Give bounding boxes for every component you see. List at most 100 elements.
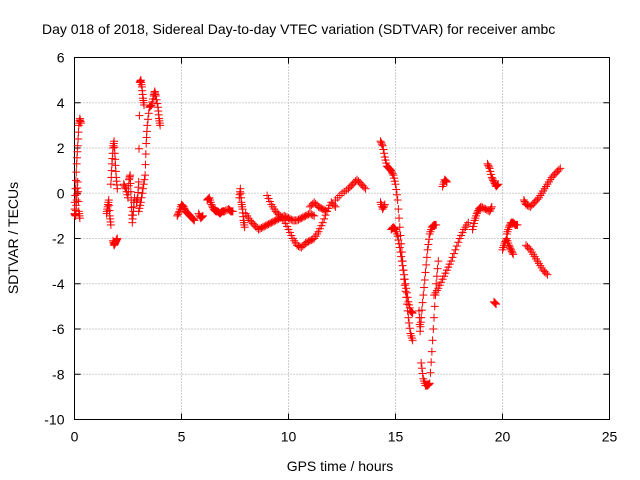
- data-point: [331, 202, 340, 211]
- data-point: [391, 180, 400, 189]
- data-point: [146, 102, 155, 111]
- data-point: [360, 183, 369, 192]
- data-point: [401, 279, 410, 288]
- data-point: [441, 176, 450, 185]
- data-point: [464, 218, 473, 227]
- x-tick-label: 10: [281, 429, 297, 445]
- data-point: [434, 257, 443, 266]
- data-point: [321, 206, 330, 215]
- data-point: [198, 212, 207, 221]
- data-point: [335, 191, 344, 200]
- data-point: [407, 334, 416, 343]
- data-point: [400, 275, 409, 284]
- data-point: [340, 187, 349, 196]
- data-point: [126, 179, 135, 188]
- data-point: [380, 200, 389, 209]
- data-point: [188, 214, 197, 223]
- data-point: [542, 269, 551, 278]
- data-point: [107, 166, 116, 175]
- data-point: [396, 248, 405, 257]
- data-point: [408, 309, 417, 318]
- data-point: [144, 109, 153, 118]
- y-tick-label: -2: [52, 231, 65, 247]
- data-point: [420, 283, 429, 292]
- data-point: [452, 242, 461, 251]
- data-point: [499, 243, 508, 252]
- data-point: [320, 214, 329, 223]
- data-point: [135, 144, 144, 153]
- data-point: [74, 134, 83, 143]
- data-point: [432, 279, 441, 288]
- data-point: [323, 207, 332, 216]
- data-point: [146, 101, 155, 110]
- data-point: [508, 248, 517, 257]
- data-point: [140, 175, 149, 184]
- data-point: [502, 229, 511, 238]
- data-point: [240, 223, 249, 232]
- axis-ticks: 0 5 10 15 20 25 -10 -8 -6 -4 -2 0 2 4 6: [44, 50, 617, 445]
- data-point: [151, 91, 160, 100]
- data-point: [489, 297, 498, 306]
- data-point: [310, 211, 319, 220]
- data-point: [398, 261, 407, 270]
- data-point: [377, 140, 386, 149]
- data-point: [143, 121, 152, 130]
- data-point: [417, 313, 426, 322]
- data-point: [432, 272, 441, 281]
- data-point: [430, 302, 439, 311]
- data-point: [76, 119, 85, 128]
- data-point: [426, 368, 435, 377]
- data-point: [492, 181, 501, 190]
- data-point: [395, 239, 404, 248]
- data-point: [420, 275, 429, 284]
- data-point: [141, 160, 150, 169]
- data-point: [418, 298, 427, 307]
- data-point: [113, 234, 122, 243]
- data-point: [405, 324, 414, 333]
- data-point: [487, 204, 496, 213]
- data-point: [403, 293, 412, 302]
- x-tick-label: 20: [495, 429, 511, 445]
- data-point: [138, 184, 147, 193]
- data-point: [205, 193, 214, 202]
- data-point: [333, 193, 342, 202]
- data-point: [141, 171, 150, 180]
- data-point: [503, 227, 512, 236]
- data-point: [406, 329, 415, 338]
- data-point: [490, 298, 499, 307]
- data-point: [153, 99, 162, 108]
- data-point: [74, 197, 83, 206]
- data-point: [433, 264, 442, 273]
- data-point: [402, 288, 411, 297]
- data-point: [134, 177, 143, 186]
- data-point: [484, 162, 493, 171]
- data-point: [428, 336, 437, 345]
- data-point: [106, 220, 115, 229]
- data-point: [74, 128, 83, 137]
- data-point: [126, 187, 135, 196]
- data-point: [394, 205, 403, 214]
- data-point: [106, 180, 115, 189]
- data-point: [138, 189, 147, 198]
- data-point: [422, 260, 431, 269]
- data-point: [141, 150, 150, 159]
- data-point: [425, 379, 434, 388]
- data-point: [493, 180, 502, 189]
- grid: [74, 57, 610, 420]
- data-point: [422, 253, 431, 262]
- data-point: [424, 380, 433, 389]
- data-point: [140, 101, 149, 110]
- data-point: [419, 291, 428, 300]
- data-point: [556, 164, 565, 173]
- data-point: [136, 198, 145, 207]
- data-point: [189, 215, 198, 224]
- data-point: [421, 268, 430, 277]
- data-point: [393, 196, 402, 205]
- data-point: [395, 214, 404, 223]
- data-point: [423, 245, 432, 254]
- data-point: [361, 184, 370, 193]
- data-point: [278, 214, 287, 223]
- data-point: [440, 175, 449, 184]
- data-point: [330, 201, 339, 210]
